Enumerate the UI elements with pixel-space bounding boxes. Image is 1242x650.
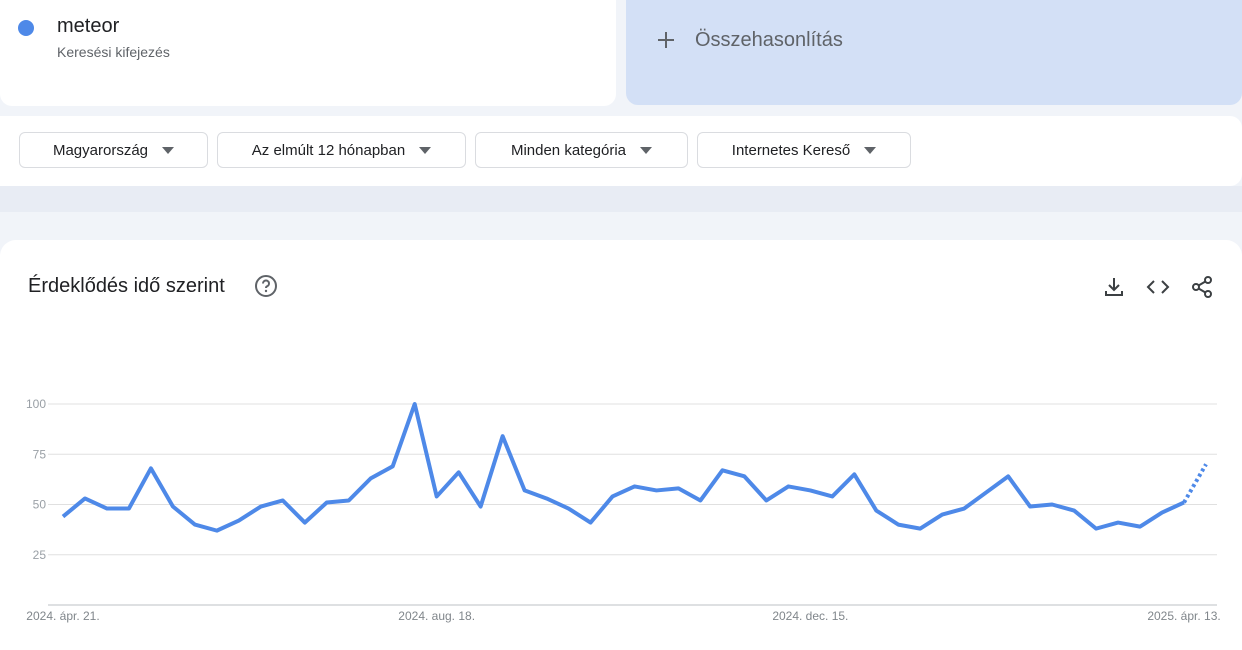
y-tick-label: 100	[26, 397, 46, 411]
x-tick-label: 2024. ápr. 21.	[26, 609, 99, 623]
x-tick-label: 2024. dec. 15.	[772, 609, 848, 623]
filter-label: Az elmúlt 12 hónapban	[251, 141, 406, 159]
chart: 25 50 75 100 2024. ápr. 21. 2024. aug. 18. 202…	[26, 397, 1221, 623]
search-term-card[interactable]: meteor Keresési kifejezés	[0, 0, 616, 106]
compare-card[interactable]: Összehasonlítás	[626, 0, 1242, 105]
filter-label: Minden kategória	[510, 141, 627, 159]
filter-button[interactable]: Magyarország	[19, 132, 208, 168]
term-name: meteor	[57, 15, 120, 37]
x-tick-label: 2025. ápr. 13.	[1147, 609, 1220, 623]
filter-button[interactable]: Internetes Kereső	[697, 132, 911, 168]
help-icon[interactable]	[254, 274, 278, 298]
y-tick-label: 50	[33, 498, 47, 512]
term-subtitle: Keresési kifejezés	[57, 44, 170, 60]
y-tick-label: 25	[33, 548, 47, 562]
filter-label: Magyarország	[52, 141, 149, 159]
filter-label: Internetes Kereső	[731, 141, 851, 159]
filter-button[interactable]: Az elmúlt 12 hónapban	[217, 132, 466, 168]
share-icon[interactable]	[1190, 275, 1214, 299]
x-tick-label: 2024. aug. 18.	[398, 609, 475, 623]
embed-icon[interactable]	[1146, 276, 1170, 298]
partial-line-segment	[1182, 463, 1208, 504]
compare-label: Összehasonlítás	[695, 29, 843, 51]
chart-title: Érdeklődés idő szerint	[28, 275, 225, 297]
filter-button[interactable]: Minden kategória	[475, 132, 688, 168]
separator	[0, 186, 1242, 212]
term-dot	[18, 20, 34, 36]
chart-card: Érdeklődés idő szerint	[0, 240, 1242, 650]
plus-icon	[658, 32, 674, 48]
line-series	[61, 402, 1185, 533]
download-icon[interactable]	[1103, 276, 1125, 298]
y-tick-label: 75	[33, 447, 47, 461]
